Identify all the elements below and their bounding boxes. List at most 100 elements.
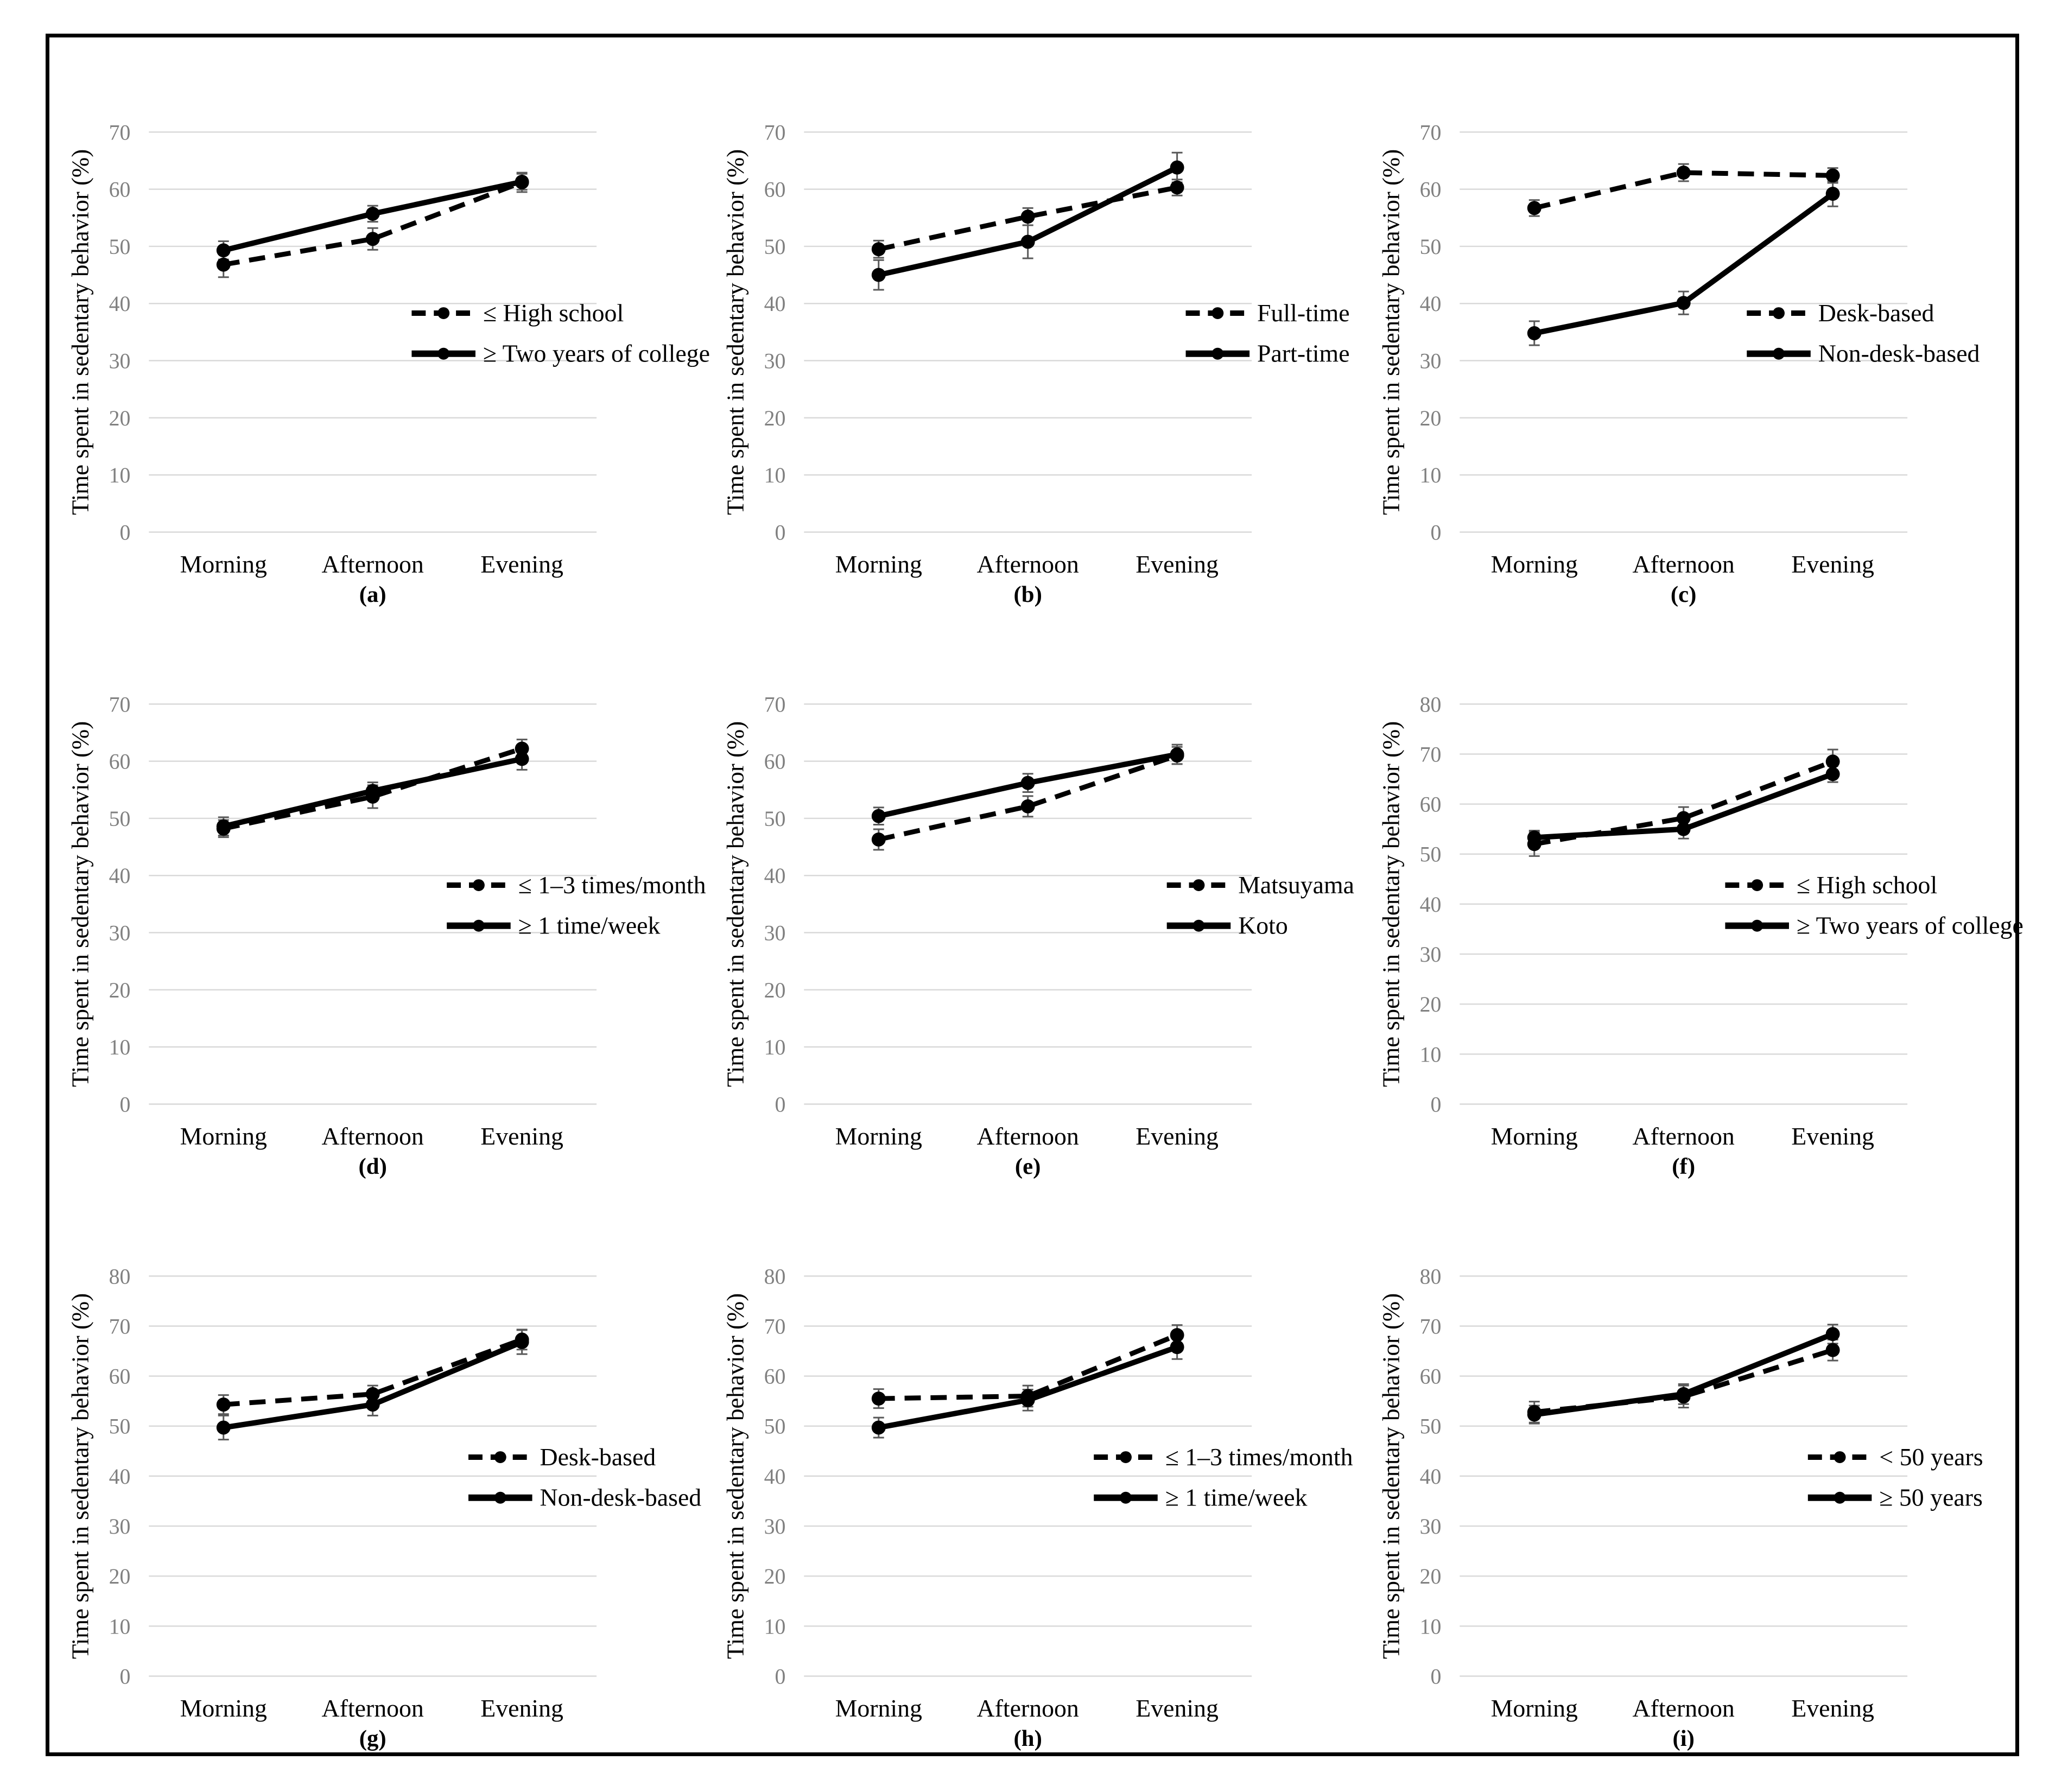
- legend-item: ≥ Two years of college: [1725, 912, 2023, 939]
- y-tick-label: 40: [764, 1464, 786, 1489]
- chart-svg-i: 80 70 60 50 40 30 20 10 0 Time spent in sedentary…: [1377, 1264, 1983, 1751]
- legend-label: Non-desk-based: [1818, 340, 1980, 367]
- y-tick-label: 0: [1430, 520, 1441, 544]
- y-tick-label: 70: [109, 1314, 131, 1338]
- y-tick-label: 10: [764, 463, 786, 487]
- legend-label: ≥ Two years of college: [1797, 912, 2023, 939]
- chart-svg-c: 70 60 50 40 30 20 10 0 Time spent in sedentary b…: [1377, 120, 1980, 607]
- y-tick-label: 80: [764, 1264, 786, 1288]
- y-tick-label: 70: [764, 1314, 786, 1338]
- y-tick-label: 60: [764, 1364, 786, 1388]
- legend-label: ≤ 1–3 times/month: [1165, 1443, 1353, 1471]
- data-point-marker: [1825, 1343, 1840, 1357]
- legend-label: ≥ 1 time/week: [518, 912, 661, 939]
- y-tick-label: 30: [1419, 942, 1441, 967]
- y-tick-label: 70: [109, 120, 131, 144]
- data-point-marker: [1021, 1393, 1035, 1407]
- chart-svg-f: 80 70 60 50 40 30 20 10 0 Time spent in sedentary…: [1377, 692, 2023, 1179]
- legend-item: < 50 years: [1807, 1443, 1983, 1471]
- data-point-marker: [1676, 822, 1691, 836]
- x-category-label: Morning: [180, 1694, 267, 1722]
- legend-label: ≥ 1 time/week: [1165, 1484, 1308, 1511]
- chart-panel-i: 80 70 60 50 40 30 20 10 0 Time spent in sedentary…: [1360, 1181, 2015, 1753]
- legend-label: ≤ High school: [483, 299, 624, 327]
- y-tick-label: 0: [775, 520, 786, 544]
- chart-svg-h: 80 70 60 50 40 30 20 10 0 Time spent in sedentary…: [722, 1264, 1353, 1751]
- y-axis-title: Time spent in sedentary behavior (%): [67, 721, 94, 1087]
- x-category-label: Evening: [1136, 1122, 1219, 1150]
- x-category-label: Evening: [1136, 550, 1219, 578]
- x-category-label: Morning: [1490, 550, 1577, 578]
- data-point-marker: [216, 819, 231, 834]
- data-point-marker: [1825, 1327, 1840, 1342]
- y-tick-label: 80: [1419, 692, 1441, 716]
- y-tick-label: 20: [764, 978, 786, 1002]
- data-point-marker: [1676, 296, 1691, 310]
- y-tick-label: 40: [1419, 892, 1441, 917]
- x-category-label: Evening: [480, 550, 563, 578]
- y-tick-label: 20: [1419, 992, 1441, 1016]
- panel-caption: (h): [1014, 1726, 1042, 1751]
- y-tick-label: 20: [1419, 1564, 1441, 1588]
- panel-caption: (b): [1014, 582, 1042, 607]
- chart-panel-d: 70 60 50 40 30 20 10 0 Time spent in sedentary b…: [49, 609, 706, 1181]
- x-category-label: Afternoon: [977, 1694, 1079, 1722]
- x-category-label: Evening: [1791, 1694, 1874, 1722]
- y-tick-label: 20: [764, 406, 786, 430]
- legend-sample-marker: [437, 307, 450, 319]
- data-point-marker: [515, 174, 529, 189]
- figure-frame: 70 60 50 40 30 20 10 0 Time spent in sedentary b…: [46, 34, 2023, 1756]
- y-tick-label: 50: [764, 234, 786, 259]
- y-tick-label: 60: [1419, 1364, 1441, 1388]
- y-tick-label: 50: [109, 1414, 131, 1439]
- y-tick-label: 20: [1419, 406, 1441, 430]
- y-tick-label: 20: [109, 1564, 131, 1588]
- y-tick-label: 70: [764, 692, 786, 716]
- y-tick-label: 60: [1419, 177, 1441, 202]
- y-tick-label: 30: [764, 920, 786, 945]
- data-point-marker: [216, 257, 231, 272]
- y-tick-label: 30: [1419, 348, 1441, 373]
- data-point-marker: [1170, 160, 1184, 175]
- x-category-label: Evening: [480, 1122, 563, 1150]
- y-tick-label: 40: [109, 863, 131, 888]
- data-point-marker: [1021, 234, 1035, 249]
- y-tick-label: 10: [764, 1614, 786, 1638]
- panel-caption: (g): [359, 1726, 386, 1751]
- data-point-marker: [1170, 1340, 1184, 1354]
- data-point-marker: [1825, 168, 1840, 183]
- legend-label: Full-time: [1257, 299, 1350, 327]
- legend-item: Koto: [1167, 912, 1288, 939]
- data-point-marker: [1527, 830, 1541, 845]
- y-tick-label: 0: [1430, 1664, 1441, 1688]
- legend-item: ≤ High school: [1725, 871, 1937, 899]
- data-point-marker: [1021, 209, 1035, 224]
- data-point-marker: [1170, 747, 1184, 761]
- legend-item: ≤ 1–3 times/month: [1094, 1443, 1353, 1471]
- y-axis-title: Time spent in sedentary behavior (%): [67, 149, 94, 515]
- data-point-marker: [365, 206, 380, 221]
- y-tick-label: 20: [109, 978, 131, 1002]
- legend-sample-marker: [472, 919, 485, 932]
- y-tick-label: 70: [1419, 120, 1441, 144]
- legend-label: Desk-based: [540, 1443, 656, 1471]
- data-point-marker: [1676, 1387, 1691, 1401]
- data-point-marker: [1676, 166, 1691, 180]
- legend-sample-marker: [1211, 347, 1224, 360]
- y-tick-label: 60: [109, 749, 131, 774]
- legend-item: Non-desk-based: [468, 1484, 701, 1511]
- legend-label: ≤ 1–3 times/month: [518, 871, 706, 899]
- y-tick-label: 50: [764, 1414, 786, 1439]
- y-tick-label: 10: [1419, 1614, 1441, 1638]
- y-tick-label: 0: [119, 1092, 130, 1116]
- legend-label: Desk-based: [1818, 299, 1934, 327]
- y-tick-label: 30: [764, 1514, 786, 1539]
- panel-caption: (d): [359, 1154, 387, 1179]
- panel-caption: (c): [1671, 582, 1697, 607]
- x-category-label: Morning: [835, 1122, 922, 1150]
- legend-item: ≤ High school: [411, 299, 624, 327]
- legend-sample-marker: [1211, 307, 1224, 319]
- x-category-label: Morning: [1490, 1694, 1577, 1722]
- y-tick-label: 30: [1419, 1514, 1441, 1539]
- chart-svg-b: 70 60 50 40 30 20 10 0 Time spent in sedentary b…: [722, 120, 1350, 607]
